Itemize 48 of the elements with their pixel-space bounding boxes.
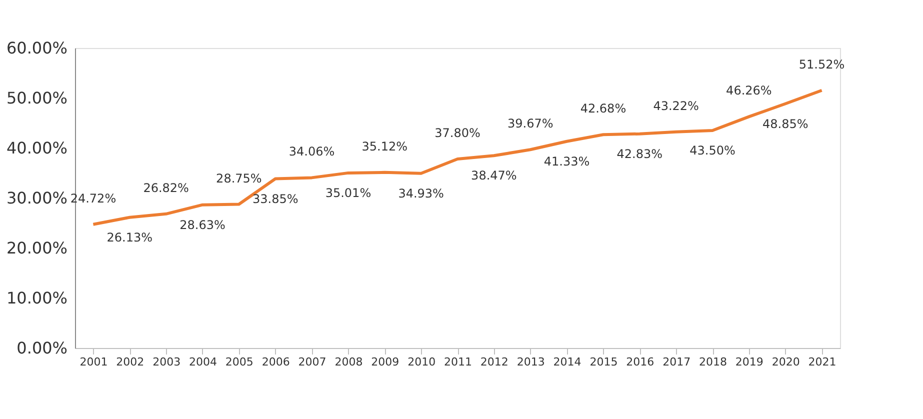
data-label: 28.75% [216,171,262,186]
x-tick-label: 2021 [808,356,836,368]
data-label: 34.93% [398,186,444,200]
x-tick-label: 2019 [735,356,764,368]
data-label: 35.01% [325,186,372,200]
y-tick-label: 10.00% [6,288,68,308]
data-label: 48.85% [762,116,808,131]
data-label: 34.06% [288,144,335,159]
x-tick-label: 2001 [80,356,108,368]
data-label: 26.82% [143,180,189,195]
x-tick-label: 2003 [152,356,181,368]
x-tick-label: 2018 [699,356,727,368]
y-tick-label: 40.00% [6,138,68,158]
data-label: 43.50% [690,144,736,158]
data-label: 41.33% [544,154,590,168]
data-label: 42.68% [580,102,626,116]
x-tick-label: 2011 [444,356,472,368]
data-label: 35.12% [362,139,408,154]
x-tick-label: 2016 [626,356,654,368]
data-label: 43.22% [653,98,699,113]
data-label: 37.80% [434,126,480,140]
x-tick-label: 2007 [298,356,326,368]
y-tick-label: 60.00% [6,38,68,58]
y-tick-label: 30.00% [6,188,68,208]
data-label: 33.85% [252,192,298,206]
x-tick-label: 2009 [371,356,400,368]
y-tick-label: 0.00% [16,338,68,358]
x-tick-label: 2013 [516,356,545,368]
x-tick-label: 2010 [408,356,436,368]
x-tick-label: 2015 [590,356,618,368]
data-label: 51.52% [798,57,845,72]
y-tick-label: 20.00% [6,238,68,258]
x-tick-label: 2008 [334,356,363,368]
x-tick-label: 2017 [662,356,691,368]
data-label: 28.63% [180,218,226,232]
data-label: 38.47% [471,168,517,183]
x-tick-label: 2002 [116,356,144,368]
x-tick-label: 2006 [262,356,290,368]
x-tick-label: 2005 [225,356,254,368]
x-tick-label: 2004 [189,356,217,368]
y-tick-label: 50.00% [6,88,68,108]
data-label: 46.26% [726,84,772,98]
x-tick-label: 2014 [553,356,582,368]
data-label: 26.13% [106,230,153,244]
x-tick-label: 2020 [772,356,800,368]
data-label: 39.67% [507,116,554,131]
x-tick-label: 2012 [480,356,508,368]
data-label: 42.83% [616,146,663,161]
